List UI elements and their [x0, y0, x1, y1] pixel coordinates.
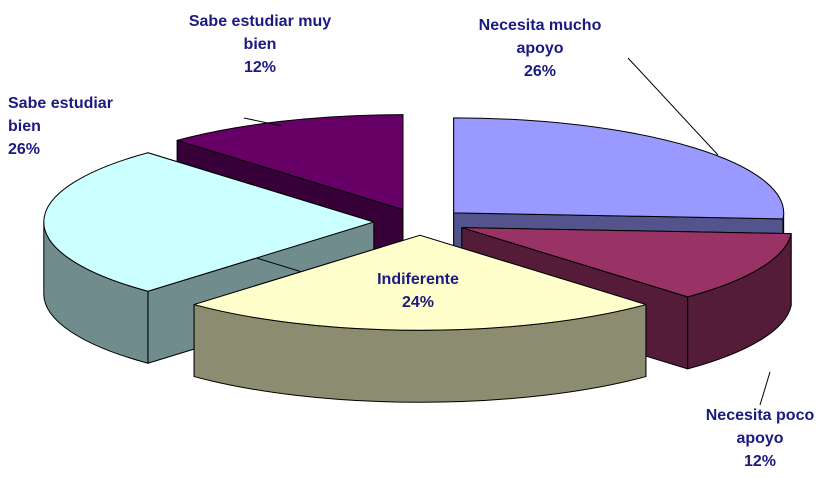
- slice: [461, 227, 792, 298]
- category-label: Necesita mucho apoyo: [478, 17, 602, 57]
- leader-line: [627, 57, 719, 156]
- value-label: 12%: [243, 59, 277, 76]
- category-label: Necesita poco apoyo: [705, 407, 815, 447]
- category-label: Sabe estudiar muy bien: [188, 13, 332, 53]
- slice-label: Necesita mucho apoyo 26%: [440, 14, 640, 83]
- value-label: 24%: [401, 294, 435, 311]
- slice-label: Necesita poco apoyo 12%: [690, 404, 830, 473]
- leader-line: [759, 371, 771, 406]
- slice-label: Indiferente 24%: [348, 268, 488, 314]
- slice: [453, 117, 785, 220]
- value-label: 12%: [743, 453, 777, 470]
- slice: [193, 234, 647, 331]
- value-label: 26%: [523, 63, 557, 80]
- slice: [43, 152, 375, 292]
- category-label: Indiferente: [377, 271, 459, 288]
- slice-label: Sabe estudiar muy bien 12%: [180, 10, 340, 79]
- slice: [176, 114, 404, 211]
- leader-line: [243, 117, 283, 127]
- value-label: 26%: [8, 141, 41, 158]
- slice-label: Sabe estudiar bien 26%: [8, 92, 158, 161]
- category-label: Sabe estudiar bien: [8, 95, 113, 135]
